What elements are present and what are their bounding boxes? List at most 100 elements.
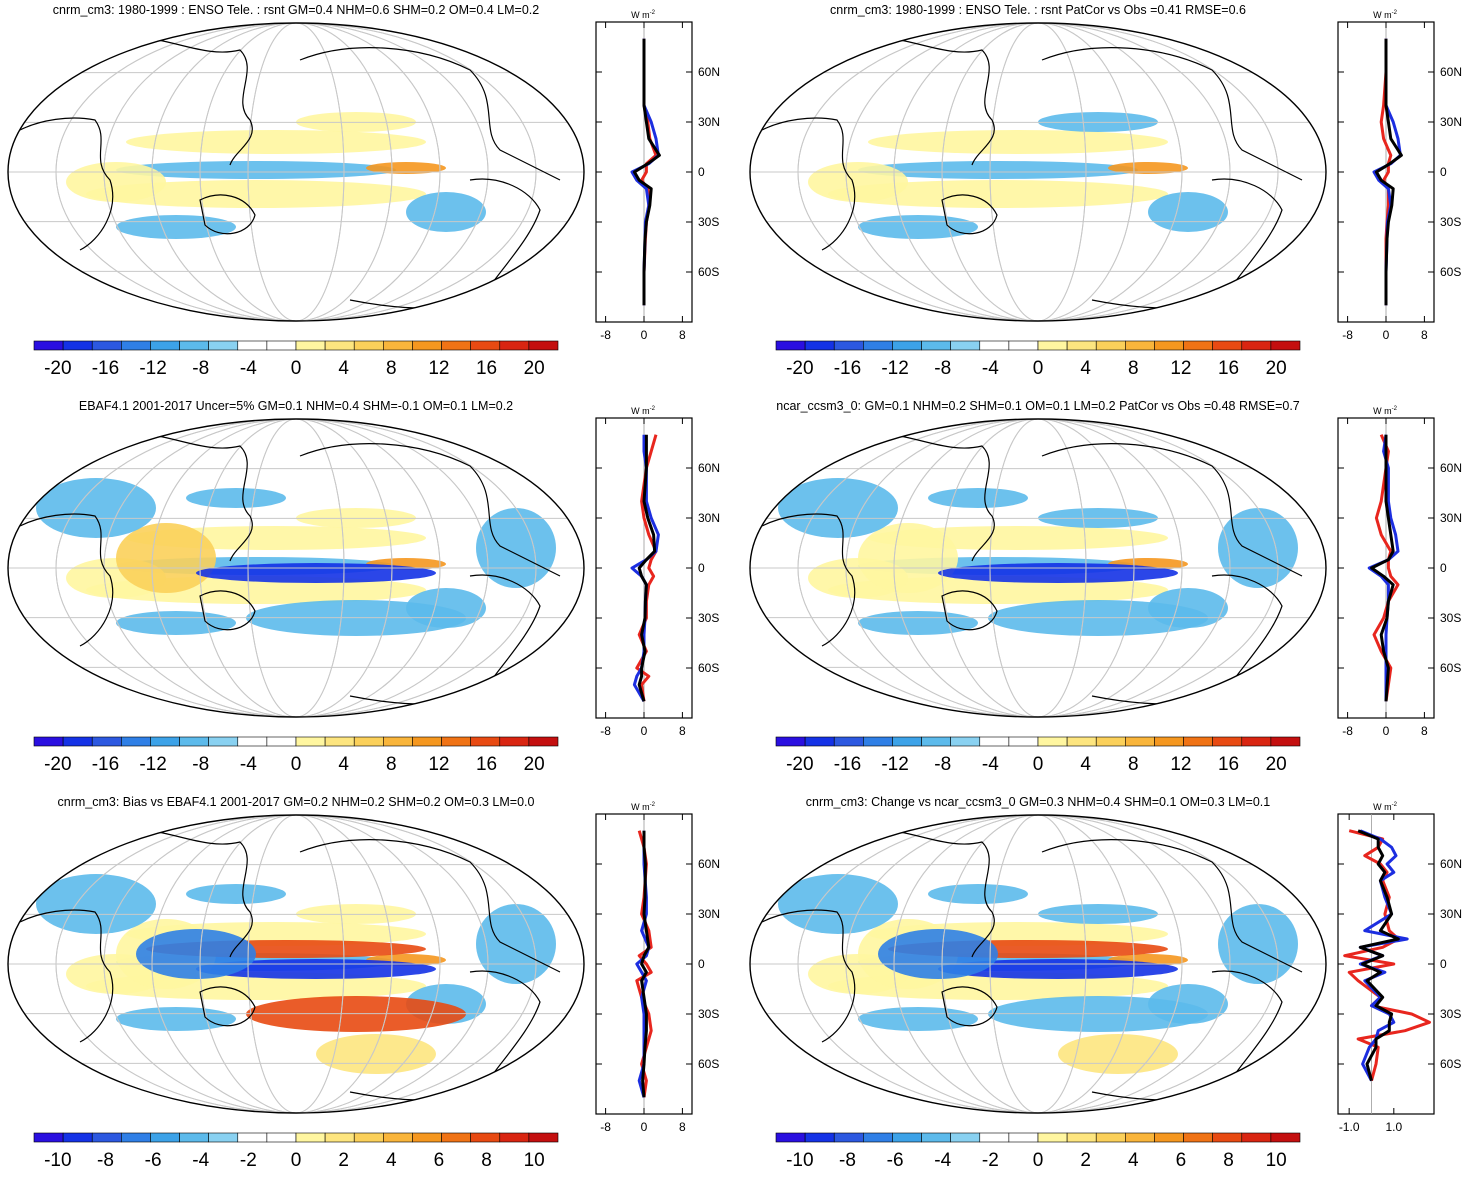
anomaly-region bbox=[196, 563, 436, 583]
colorbar-label: 20 bbox=[1266, 754, 1287, 775]
lat-label: 60N bbox=[1440, 461, 1462, 475]
colorbar-label: -20 bbox=[786, 358, 813, 379]
anomaly-region bbox=[858, 611, 978, 635]
colorbar-bin bbox=[1270, 1132, 1301, 1143]
zonal-unit-label: W m-2 bbox=[1373, 406, 1397, 416]
colorbar-label: 16 bbox=[1218, 358, 1239, 379]
colorbar-bin bbox=[1008, 736, 1039, 747]
colorbar-bin bbox=[237, 1132, 268, 1143]
colorbar-bin bbox=[863, 736, 893, 747]
zonal-series-black bbox=[637, 434, 657, 702]
colorbar-label: 8 bbox=[386, 754, 397, 775]
anomaly-region bbox=[36, 478, 156, 538]
colorbar-bin bbox=[833, 340, 864, 351]
colorbar-label: 0 bbox=[1033, 358, 1044, 379]
colorbar-bin bbox=[208, 736, 239, 747]
anomaly-region bbox=[36, 874, 156, 934]
map-field bbox=[8, 23, 584, 321]
colorbar-label: 2 bbox=[1080, 1150, 1091, 1171]
colorbar-label: -4 bbox=[192, 1150, 209, 1171]
colorbar-label: -6 bbox=[145, 1150, 162, 1171]
zonal-series-red bbox=[1372, 434, 1400, 702]
colorbar-bin bbox=[1241, 736, 1272, 747]
lat-label: 60S bbox=[698, 1057, 719, 1071]
anomaly-region bbox=[878, 929, 998, 979]
colorbar-bin bbox=[1183, 1132, 1213, 1143]
colorbar-bin bbox=[833, 736, 864, 747]
lat-label: 60S bbox=[698, 265, 719, 279]
colorbar-label: -16 bbox=[92, 754, 119, 775]
panel-4: ncar_ccsm3_0: GM=0.1 NHM=0.2 SHM=0.1 OM=… bbox=[742, 396, 1483, 792]
colorbar-bin bbox=[121, 340, 151, 351]
colorbar-bin bbox=[353, 736, 384, 747]
colorbar-bin bbox=[892, 1132, 922, 1143]
colorbar-label: 4 bbox=[1080, 358, 1091, 379]
map-field bbox=[8, 815, 584, 1113]
colorbar-bin bbox=[1270, 340, 1301, 351]
colorbar-label: 4 bbox=[338, 754, 349, 775]
colorbar-label: 12 bbox=[428, 754, 449, 775]
lat-label: 30N bbox=[1440, 511, 1462, 525]
colorbar-label: 10 bbox=[524, 1150, 545, 1171]
colorbar-label: 16 bbox=[1218, 754, 1239, 775]
colorbar-bin bbox=[1037, 736, 1068, 747]
colorbar-bin bbox=[150, 340, 180, 351]
zonal-series-blue bbox=[1367, 434, 1400, 702]
colorbar-label: 4 bbox=[1080, 754, 1091, 775]
map-outline bbox=[7, 814, 585, 1114]
map-outline bbox=[749, 814, 1327, 1114]
colorbar-label: 0 bbox=[291, 358, 302, 379]
colorbar-label: -2 bbox=[240, 1150, 257, 1171]
panel-svg: cnrm_cm3: Bias vs EBAF4.1 2001-2017 GM=0… bbox=[7, 795, 720, 1171]
colorbar-bin bbox=[441, 736, 471, 747]
colorbar-bin bbox=[921, 736, 951, 747]
lat-label: 30S bbox=[1440, 215, 1461, 229]
graticule bbox=[8, 815, 584, 1113]
map-title: cnrm_cm3: Bias vs EBAF4.1 2001-2017 GM=0… bbox=[58, 795, 535, 809]
zonal-series-red bbox=[1343, 829, 1431, 1082]
colorbar-label: 16 bbox=[476, 358, 497, 379]
colorbar-bin bbox=[150, 736, 180, 747]
colorbar-label: -20 bbox=[44, 754, 71, 775]
colorbar-bin bbox=[1037, 340, 1068, 351]
colorbar-bin bbox=[1241, 1132, 1272, 1143]
colorbar-bin bbox=[324, 340, 355, 351]
zonal-xtick-label: 0 bbox=[1383, 724, 1390, 738]
panel-svg: ncar_ccsm3_0: GM=0.1 NHM=0.2 SHM=0.1 OM=… bbox=[749, 399, 1462, 775]
zonal-series-black bbox=[640, 830, 651, 1098]
anomaly-region bbox=[316, 1034, 436, 1074]
colorbar-bin bbox=[470, 340, 501, 351]
map-title: cnrm_cm3: 1980-1999 : ENSO Tele. : rsnt … bbox=[830, 3, 1246, 17]
anomaly-region bbox=[406, 192, 486, 232]
lat-label: 60N bbox=[1440, 65, 1462, 79]
colorbar: -20 -16 -12 -8 -4 0 4 8 12 16 20 bbox=[775, 340, 1301, 379]
colorbar-label: -8 bbox=[839, 1150, 856, 1171]
colorbar-bin bbox=[950, 736, 981, 747]
zonal-unit-label: W m-2 bbox=[631, 406, 655, 416]
colorbar-label: -12 bbox=[139, 358, 166, 379]
colorbar-bin bbox=[1154, 736, 1184, 747]
zonal-unit-label: W m-2 bbox=[1373, 802, 1397, 812]
colorbar-bin bbox=[950, 1132, 981, 1143]
colorbar-label: 8 bbox=[481, 1150, 492, 1171]
map-title: EBAF4.1 2001-2017 Uncer=5% GM=0.1 NHM=0.… bbox=[79, 399, 513, 413]
colorbar-bin bbox=[91, 340, 122, 351]
zonal-series-red bbox=[635, 434, 658, 702]
colorbar-label: -4 bbox=[240, 358, 257, 379]
colorbar-label: 0 bbox=[291, 1150, 302, 1171]
colorbar-label: 6 bbox=[434, 1150, 445, 1171]
panel-6: cnrm_cm3: Change vs ncar_ccsm3_0 GM=0.3 … bbox=[742, 792, 1483, 1188]
anomaly-region bbox=[928, 488, 1028, 508]
zonal-series-black bbox=[1357, 829, 1400, 1082]
map-field bbox=[750, 419, 1326, 717]
zonal-unit-label: W m-2 bbox=[1373, 10, 1397, 20]
colorbar-bin bbox=[295, 340, 326, 351]
lat-label: 60N bbox=[698, 857, 720, 871]
anomaly-region bbox=[116, 1007, 236, 1031]
anomaly-region bbox=[116, 523, 216, 593]
coastlines bbox=[19, 37, 561, 309]
colorbar-bin bbox=[775, 736, 806, 747]
zonal-xtick-label: -8 bbox=[1342, 328, 1353, 342]
colorbar-bin bbox=[383, 736, 413, 747]
colorbar-label: -8 bbox=[934, 358, 951, 379]
